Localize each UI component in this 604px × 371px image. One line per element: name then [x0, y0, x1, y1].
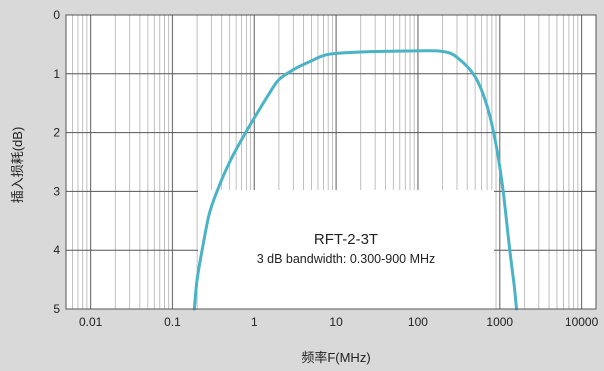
annotation-title: RFT-2-3T	[314, 231, 378, 248]
x-tick-label: 1	[251, 315, 258, 329]
annotation-box	[198, 190, 494, 309]
y-tick-label: 4	[53, 243, 60, 257]
x-tick-label: 100	[408, 315, 428, 329]
series-line-insertion-loss	[192, 49, 518, 311]
x-tick-label: 0.01	[79, 315, 103, 329]
x-tick-label: 10	[329, 315, 343, 329]
y-tick-label: 3	[53, 184, 60, 198]
annotation: RFT-2-3T 3 dB bandwidth: 0.300-900 MHz	[198, 190, 494, 309]
y-tick-label: 1	[53, 67, 60, 81]
plot-frame	[65, 14, 597, 310]
x-tick-label: 10000	[565, 315, 599, 329]
x-axis-title: 频率F(MHz)	[301, 350, 370, 365]
x-tick-label: 1000	[486, 315, 513, 329]
ticks: 0.01 0.1 1 10 100 1000 10000 0 1 2 3 4 5	[53, 8, 598, 329]
y-tick-label: 5	[53, 302, 60, 316]
y-tick-label: 2	[53, 126, 60, 140]
series-layer	[192, 49, 518, 311]
x-tick-label: 0.1	[164, 315, 181, 329]
y-axis-title: 插入损耗(dB)	[10, 127, 25, 204]
y-tick-label: 0	[53, 8, 60, 22]
annotation-subtitle: 3 dB bandwidth: 0.300-900 MHz	[257, 252, 436, 266]
